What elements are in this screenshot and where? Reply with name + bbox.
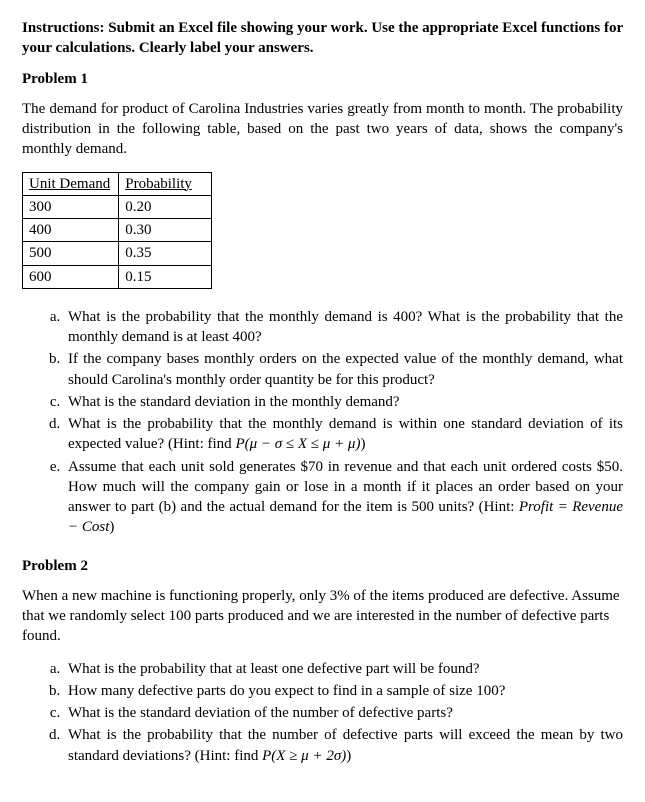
- table-row: 300 0.20: [23, 195, 212, 218]
- item-text: ): [346, 748, 351, 764]
- problem-2-intro: When a new machine is functioning proper…: [22, 586, 623, 647]
- col-header: Probability: [119, 172, 212, 195]
- list-item: If the company bases monthly orders on t…: [64, 349, 623, 390]
- demand-table: Unit Demand Probability 300 0.20 400 0.3…: [22, 172, 212, 289]
- list-item: What is the probability that the monthly…: [64, 307, 623, 348]
- list-item: What is the probability that the number …: [64, 725, 623, 766]
- cell: 0.30: [119, 219, 212, 242]
- table-row: 500 0.35: [23, 242, 212, 265]
- cell: 300: [23, 195, 119, 218]
- problem-2-title: Problem 2: [22, 556, 623, 576]
- table-row: Unit Demand Probability: [23, 172, 212, 195]
- table-row: 400 0.30: [23, 219, 212, 242]
- table-row: 600 0.15: [23, 265, 212, 288]
- cell: 0.20: [119, 195, 212, 218]
- cell: 0.15: [119, 265, 212, 288]
- problem-1-list: What is the probability that the monthly…: [22, 307, 623, 538]
- list-item: What is the standard deviation of the nu…: [64, 703, 623, 723]
- cell: 500: [23, 242, 119, 265]
- list-item: Assume that each unit sold generates $70…: [64, 457, 623, 538]
- list-item: What is the probability that at least on…: [64, 659, 623, 679]
- list-item: What is the probability that the monthly…: [64, 414, 623, 455]
- problem-1-title: Problem 1: [22, 69, 623, 89]
- list-item: What is the standard deviation in the mo…: [64, 392, 623, 412]
- math-expr: P(X ≥ μ + 2σ): [262, 748, 346, 764]
- math-expr: P(μ − σ ≤ X ≤ μ + μ): [235, 436, 360, 452]
- cell: 400: [23, 219, 119, 242]
- problem-1-intro: The demand for product of Carolina Indus…: [22, 99, 623, 160]
- list-item: How many defective parts do you expect t…: [64, 681, 623, 701]
- cell: 600: [23, 265, 119, 288]
- instructions-text: Instructions: Submit an Excel file showi…: [22, 18, 623, 59]
- item-text: ): [360, 436, 365, 452]
- col-header: Unit Demand: [23, 172, 119, 195]
- cell: 0.35: [119, 242, 212, 265]
- problem-2-list: What is the probability that at least on…: [22, 659, 623, 766]
- item-text: ): [109, 519, 114, 535]
